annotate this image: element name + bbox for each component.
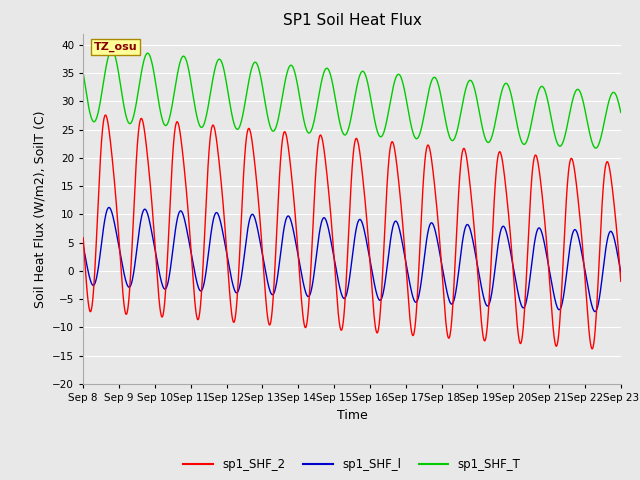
Y-axis label: Soil Heat Flux (W/m2), SoilT (C): Soil Heat Flux (W/m2), SoilT (C): [34, 110, 47, 308]
Legend: sp1_SHF_2, sp1_SHF_l, sp1_SHF_T: sp1_SHF_2, sp1_SHF_l, sp1_SHF_T: [179, 454, 525, 476]
Title: SP1 Soil Heat Flux: SP1 Soil Heat Flux: [283, 13, 421, 28]
X-axis label: Time: Time: [337, 408, 367, 421]
Text: TZ_osu: TZ_osu: [94, 42, 138, 52]
